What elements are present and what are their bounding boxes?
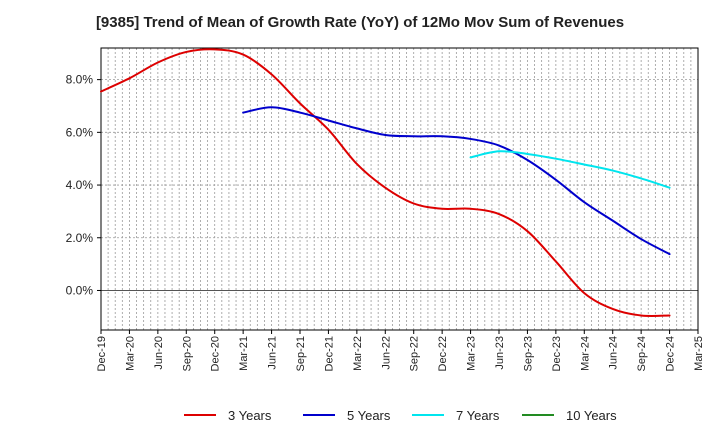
x-tick-label: Sep-20 [181,336,193,371]
legend-label: 7 Years [456,407,500,423]
y-tick-label: 6.0% [66,125,94,139]
plot-frame [100,47,699,331]
series-layer [100,48,671,317]
series-line-3-years [100,48,671,317]
x-tick-label: Mar-21 [238,336,250,371]
legend-label: 5 Years [347,407,391,423]
x-tick-label: Jun-24 [608,336,620,370]
legend-item: 10 Years [522,405,617,425]
x-tick-label: Sep-24 [636,336,648,371]
x-tick-label: Sep-21 [295,336,307,371]
legend-swatch [412,414,444,416]
x-tick-label: Dec-22 [437,336,449,371]
y-tick-label: 2.0% [66,231,94,245]
x-tick-label: Mar-25 [693,336,705,371]
x-tick-label: Jun-21 [267,336,279,370]
x-tick-label: Sep-23 [522,336,534,371]
x-tick-label: Mar-24 [579,336,591,371]
x-tick-label: Jun-23 [494,336,506,370]
legend: 3 Years 5 Years 7 Years 10 Years [0,405,720,425]
x-tick-label: Dec-23 [551,336,563,371]
x-tick-label: Mar-22 [352,336,364,371]
y-tick-label: 8.0% [66,73,94,87]
legend-item: 3 Years [184,405,271,425]
grid [101,48,698,330]
x-tick-label: Mar-23 [466,336,478,371]
x-axis-ticks: Dec-19 Mar-20 Jun-20 Sep-20 Dec-20 Mar-21 Jun-… [96,330,705,371]
x-tick-label: Mar-20 [124,336,136,371]
chart-title: [9385] Trend of Mean of Growth Rate (YoY… [95,14,625,31]
x-tick-label: Dec-24 [665,336,677,371]
y-axis-ticks: 0.0% 2.0% 4.0% 6.0% 8.0% [66,73,101,297]
legend-item: 5 Years [303,405,390,425]
legend-item: 7 Years [412,405,499,425]
legend-swatch [522,414,554,416]
legend-swatch [303,414,335,416]
series-line-5-years [242,106,671,256]
x-tick-label: Dec-20 [210,336,222,371]
legend-swatch [184,414,216,416]
y-tick-label: 4.0% [66,178,94,192]
x-tick-label: Dec-21 [323,336,335,371]
x-tick-label: Sep-22 [409,336,421,371]
y-tick-label: 0.0% [66,283,94,297]
x-tick-label: Dec-19 [96,336,108,371]
series-line-7-years [469,150,671,189]
x-tick-label: Jun-22 [380,336,392,370]
x-tick-label: Jun-20 [153,336,165,370]
legend-label: 10 Years [566,407,617,423]
legend-label: 3 Years [228,407,272,423]
